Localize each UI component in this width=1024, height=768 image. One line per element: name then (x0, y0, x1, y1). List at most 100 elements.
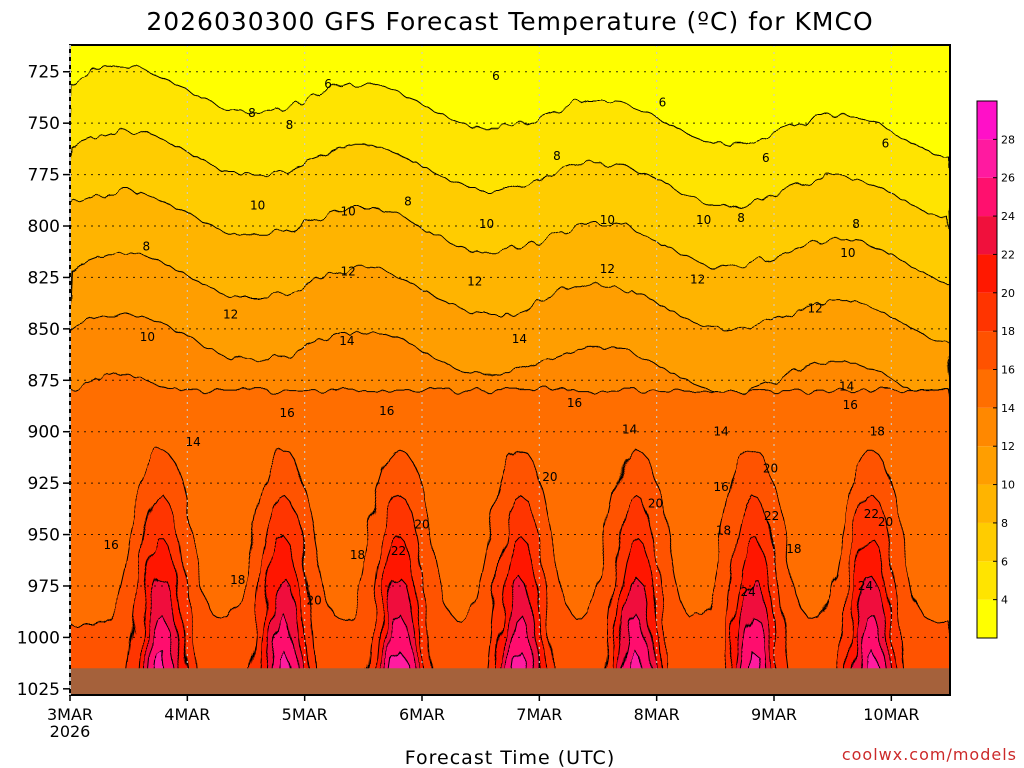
contour-label: 10 (696, 213, 711, 227)
colorbar-segment-8 (977, 484, 997, 523)
contour-label: 22 (764, 509, 779, 523)
colorbar-segment-20 (977, 254, 997, 293)
temperature-bands (70, 45, 950, 695)
colorbar-segment-24 (977, 177, 997, 217)
contour-label: 16 (379, 404, 394, 418)
contour-label: 18 (230, 573, 245, 587)
y-tick-label: 925 (28, 474, 60, 494)
ground-surface (70, 668, 950, 695)
contour-label: 6 (324, 77, 332, 91)
contour-label: 8 (553, 149, 561, 163)
colorbar-tick-label: 10 (1001, 479, 1015, 492)
x-tick-label: 6MAR (399, 705, 445, 724)
y-tick-label: 1000 (17, 628, 60, 648)
colorbar-tick-label: 8 (1001, 517, 1008, 530)
x-tick-label: 5MAR (282, 705, 328, 724)
contour-label: 12 (467, 275, 482, 289)
y-tick-label: 875 (28, 371, 60, 391)
contour-label: 16 (843, 398, 858, 412)
colorbar-tick-label: 16 (1001, 364, 1015, 377)
contour-label: 14 (839, 380, 854, 394)
contour-label: 10 (479, 217, 494, 231)
contour-label: 10 (140, 330, 155, 344)
colorbar-tick-label: 20 (1001, 287, 1015, 300)
y-tick-label: 1025 (17, 680, 60, 700)
contour-label: 8 (404, 194, 412, 208)
contour-label: 14 (339, 334, 354, 348)
contour-label: 12 (223, 308, 238, 322)
contour-label: 20 (648, 497, 663, 511)
contour-label: 24 (741, 585, 756, 599)
contour-label: 14 (186, 435, 201, 449)
contour-label: 6 (882, 137, 890, 151)
colorbar-segment-26 (977, 139, 997, 178)
colorbar: 4 6 8 10 12 14 16 18 20 22 24 26 28 (976, 100, 1015, 639)
x-tick-year: 2026 (50, 722, 91, 741)
colorbar-tick-label: 28 (1001, 133, 1015, 146)
y-tick-label: 800 (28, 217, 60, 237)
colorbar-segment-14 (977, 369, 997, 408)
contour-label: 8 (737, 211, 745, 225)
x-tick-label: 7MAR (516, 705, 562, 724)
colorbar-tick-label: 24 (1001, 210, 1015, 223)
colorbar-segment-28 (977, 101, 997, 140)
contour-label: 10 (250, 198, 265, 212)
y-tick-label: 750 (28, 114, 60, 134)
contour-label: 18 (870, 425, 885, 439)
colorbar-tick-label: 4 (1001, 594, 1008, 607)
y-tick-label: 900 (28, 423, 60, 443)
contour-label: 6 (492, 69, 500, 83)
colorbar-segment-4 (977, 561, 997, 600)
colorbar-tick-label: 14 (1001, 402, 1015, 415)
chart-title: 2026030300 GFS Forecast Temperature (ºC)… (146, 7, 873, 36)
x-tick-label: 9MAR (751, 705, 797, 724)
y-tick-label: 950 (28, 526, 60, 546)
colorbar-tick-label: 12 (1001, 440, 1015, 453)
colorbar-segment-6 (977, 522, 997, 562)
contour-label: 12 (807, 301, 822, 315)
contour-label: 18 (716, 523, 731, 537)
contour-label: 14 (512, 332, 527, 346)
contour-label: 14 (622, 423, 637, 437)
x-tick-label: 8MAR (634, 705, 680, 724)
colorbar-segment-16 (977, 331, 997, 370)
contour-label: 16 (714, 480, 729, 494)
plot-area: 6 6 6 6 6 8 8 8 8 8 8 8 10 10 10 10 10 10 10 12 12 12 12 12 12 14… (70, 45, 950, 695)
credit-text: coolwx.com/models (842, 745, 1017, 764)
x-axis: 3MAR 4MAR 5MAR 6MAR 7MAR 8MAR 9MAR 10MAR 2026 (47, 695, 919, 741)
contour-label: 16 (103, 538, 118, 552)
colorbar-segment-18 (977, 292, 997, 332)
y-axis: 725 750 775 800 825 850 875 900 925 950 975 1000 102… (17, 63, 70, 700)
contour-label: 20 (306, 593, 321, 607)
contour-label: 18 (350, 548, 365, 562)
contour-label: 10 (840, 246, 855, 260)
band-24c (146, 613, 890, 695)
contour-label: 24 (858, 579, 873, 593)
contour-label: 16 (279, 406, 294, 420)
y-tick-label: 825 (28, 268, 60, 288)
colorbar-tick-label: 22 (1001, 248, 1015, 261)
y-tick-label: 725 (28, 63, 60, 83)
contour-label: 16 (567, 396, 582, 410)
contour-label: 22 (864, 507, 879, 521)
y-tick-label: 975 (28, 577, 60, 597)
colorbar-tick-label: 26 (1001, 172, 1015, 185)
x-axis-label: Forecast Time (UTC) (405, 747, 615, 768)
colorbar-segment-12 (977, 407, 997, 447)
contour-label: 10 (340, 205, 355, 219)
y-tick-label: 775 (28, 166, 60, 186)
contour-label: 8 (286, 118, 294, 132)
plot-frame (69, 44, 951, 696)
x-tick-label: 4MAR (164, 705, 210, 724)
contour-label: 20 (878, 515, 893, 529)
contour-label: 12 (690, 273, 705, 287)
x-tick-label: 3MAR (47, 705, 93, 724)
contour-label: 6 (659, 96, 667, 110)
x-tick-label: 10MAR (863, 705, 919, 724)
contour-label: 8 (142, 240, 150, 254)
colorbar-tick-label: 18 (1001, 325, 1015, 338)
colorbar-segment-22 (977, 216, 997, 255)
contour-label: 8 (852, 217, 860, 231)
contour-label: 18 (786, 542, 801, 556)
